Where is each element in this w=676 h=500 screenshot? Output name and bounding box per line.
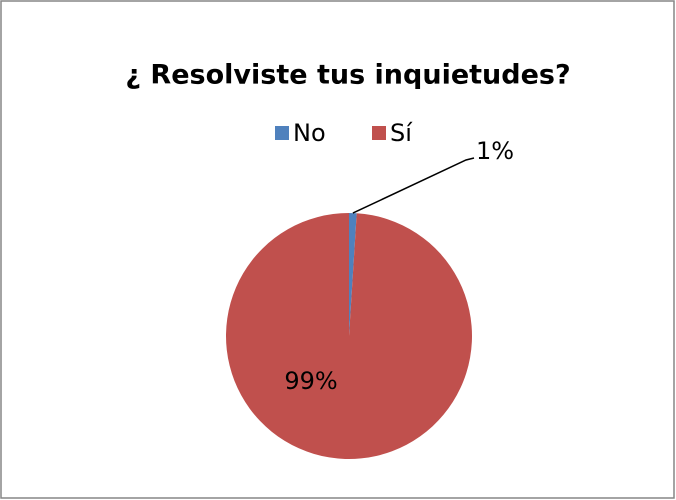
legend-label: Sí xyxy=(390,119,413,147)
data-label: 99% xyxy=(284,367,337,395)
pie-slice xyxy=(225,213,472,460)
legend-label: No xyxy=(293,119,326,147)
data-label: 1% xyxy=(476,137,514,165)
legend-swatch xyxy=(372,126,386,140)
legend-swatch xyxy=(275,126,289,140)
leader-line xyxy=(352,157,475,214)
pie-slice xyxy=(349,213,357,336)
chart-title: ¿ Resolviste tus inquietudes? xyxy=(125,60,570,91)
